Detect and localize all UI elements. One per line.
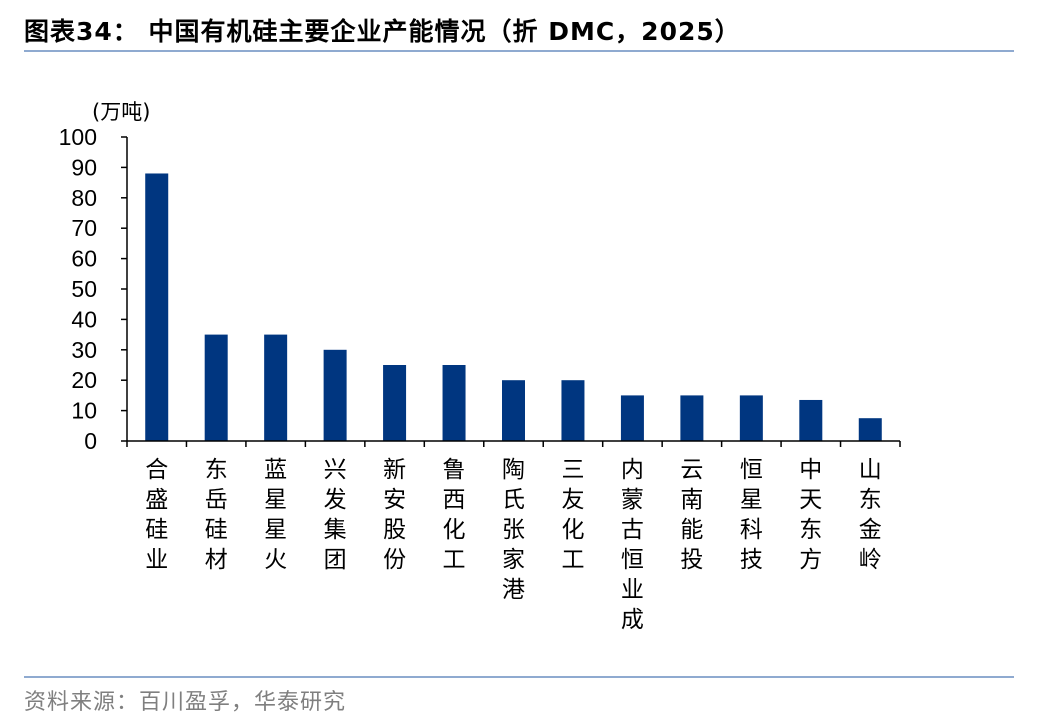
x-tick-label: 三友化工 <box>561 457 584 573</box>
x-tick-label: 恒星科技 <box>740 457 763 573</box>
bar <box>858 418 882 441</box>
y-tick-label: 100 <box>59 124 97 150</box>
x-tick-label: 蓝星星火 <box>264 457 287 573</box>
x-tick-label: 鲁西化工 <box>443 457 466 573</box>
y-tick-label: 0 <box>84 428 97 454</box>
figure-title: 图表34： 中国有机硅主要企业产能情况（折 DMC，2025） <box>24 17 741 46</box>
x-tick-label: 中天东方 <box>799 457 822 573</box>
x-tick-label: 兴发集团 <box>324 457 347 573</box>
x-tick-label: 合盛硅业 <box>145 457 168 573</box>
bar <box>264 334 288 441</box>
bar <box>680 395 704 441</box>
bar <box>204 334 228 441</box>
bars-group <box>145 173 882 442</box>
source-rule <box>24 676 1014 678</box>
y-tick-label: 40 <box>71 306 97 332</box>
bar <box>323 349 347 441</box>
x-axis: 合盛硅业 东岳硅材 蓝星星火 兴发集团 新安股份 鲁西化工 陶氏张家港 三友化工 内蒙古恒业成 云… <box>126 440 901 633</box>
y-axis-unit-label: (万吨) <box>92 100 150 124</box>
y-tick-label: 30 <box>71 337 97 363</box>
x-tick-label: 新安股份 <box>383 457 406 573</box>
source-note: 资料来源：百川盈孚，华泰研究 <box>24 690 347 715</box>
bar <box>739 395 763 441</box>
y-tick-label: 70 <box>71 215 97 241</box>
y-tick-label: 80 <box>71 185 97 211</box>
bar <box>561 380 585 441</box>
y-tick-label: 50 <box>71 276 97 302</box>
bar <box>799 399 823 441</box>
x-tick-label: 山东金岭 <box>859 457 882 573</box>
bar <box>383 365 407 441</box>
title-rule <box>24 50 1014 52</box>
y-axis: 0 10 20 30 40 50 60 70 80 90 100 <box>59 124 128 454</box>
bar-chart: (万吨) 0 10 20 30 40 50 60 70 80 90 100 合盛硅业 东岳硅材 蓝星星火… <box>59 100 901 633</box>
y-tick-label: 90 <box>71 154 97 180</box>
x-tick-label: 陶氏张家港 <box>502 457 525 603</box>
bar <box>502 380 525 441</box>
bar <box>620 395 644 441</box>
y-tick-label: 60 <box>71 246 97 272</box>
bar <box>442 365 466 441</box>
x-tick-label: 东岳硅材 <box>205 457 228 573</box>
y-tick-label: 10 <box>71 398 97 424</box>
x-tick-label: 云南能投 <box>680 457 703 573</box>
bar <box>145 173 169 442</box>
x-tick-label: 内蒙古恒业成 <box>621 457 644 633</box>
y-tick-label: 20 <box>71 367 97 393</box>
